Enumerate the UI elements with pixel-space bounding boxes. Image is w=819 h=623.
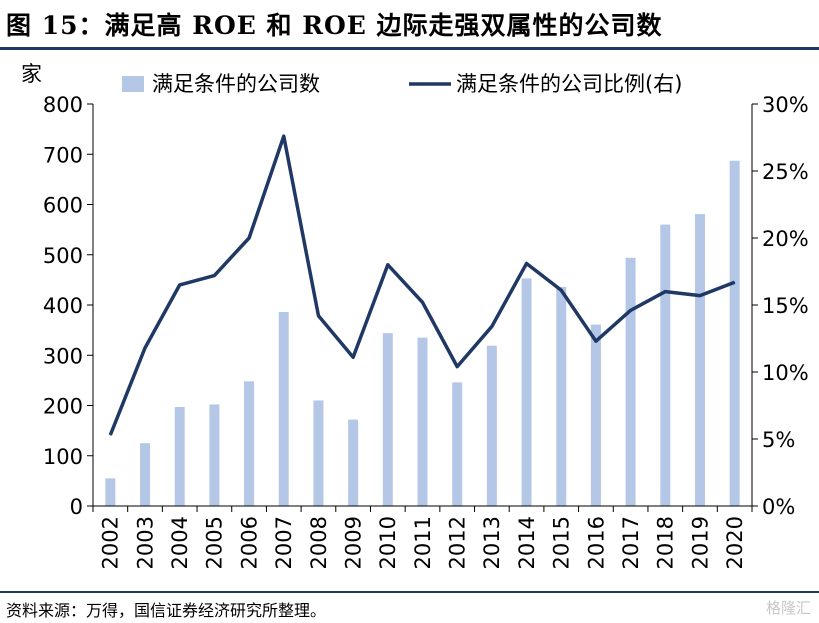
left-tick-label: 400 bbox=[43, 294, 83, 318]
bar bbox=[556, 286, 567, 506]
right-tick-label: 20% bbox=[762, 227, 809, 251]
ratio-point bbox=[109, 434, 111, 436]
title-bar: 图 15：满足高 ROE 和 ROE 边际走强双属性的公司数 bbox=[0, 0, 819, 50]
x-tick-label: 2014 bbox=[515, 516, 539, 569]
bar bbox=[625, 257, 636, 506]
bar bbox=[452, 382, 463, 506]
x-tick-label: 2011 bbox=[411, 516, 435, 569]
bar bbox=[209, 404, 220, 506]
ratio-point bbox=[595, 340, 597, 342]
left-tick-label: 300 bbox=[43, 344, 83, 368]
ratio-point bbox=[283, 135, 285, 137]
legend-bar-label: 满足条件的公司数 bbox=[152, 72, 320, 96]
x-tick-label: 2019 bbox=[688, 516, 712, 569]
chart-title: 图 15：满足高 ROE 和 ROE 边际走强双属性的公司数 bbox=[6, 11, 663, 40]
ratio-point bbox=[630, 309, 632, 311]
ratio-point bbox=[317, 315, 319, 317]
bar bbox=[174, 407, 185, 506]
left-tick-label: 200 bbox=[43, 395, 83, 419]
bar bbox=[105, 478, 116, 506]
ratio-point bbox=[422, 301, 423, 303]
legend-bar-swatch bbox=[122, 76, 144, 92]
left-tick-label: 600 bbox=[43, 194, 83, 218]
x-tick-label: 2005 bbox=[203, 516, 227, 569]
bar bbox=[729, 160, 740, 506]
ratio-point bbox=[560, 289, 562, 291]
y-axis-unit-label: 家 bbox=[21, 62, 42, 86]
x-tick-label: 2018 bbox=[654, 516, 678, 569]
ratio-point bbox=[179, 284, 181, 286]
left-tick-label: 800 bbox=[43, 93, 83, 117]
bar bbox=[278, 312, 289, 506]
x-tick-label: 2007 bbox=[272, 516, 296, 569]
x-tick-label: 2016 bbox=[584, 516, 608, 569]
left-tick-label: 0 bbox=[70, 495, 83, 519]
right-tick-label: 15% bbox=[762, 294, 809, 318]
ratio-point bbox=[144, 347, 146, 349]
watermark: 格隆汇 bbox=[765, 599, 811, 617]
chart-svg: 0 100 200 300 400 500 600 700 800 0% 5% 10% 15% 20% 25… bbox=[21, 62, 809, 569]
x-tick-label: 2015 bbox=[550, 516, 574, 569]
x-tick-label: 2013 bbox=[480, 516, 504, 569]
ratio-point bbox=[352, 356, 354, 358]
bar bbox=[313, 400, 324, 506]
bar bbox=[590, 324, 601, 506]
chart-area: 0 100 200 300 400 500 600 700 800 0% 5% 10% 15% 20% 25… bbox=[0, 50, 819, 590]
right-tick-label: 25% bbox=[762, 160, 809, 184]
bottom-rule bbox=[0, 591, 819, 593]
bar bbox=[521, 278, 532, 506]
ratio-point bbox=[387, 264, 389, 266]
x-tick-label: 2003 bbox=[133, 516, 157, 569]
x-tick-label: 2012 bbox=[446, 516, 470, 569]
bar bbox=[694, 214, 705, 507]
x-tick-label: 2010 bbox=[376, 516, 400, 569]
ratio-point bbox=[456, 366, 458, 368]
bar bbox=[417, 337, 428, 506]
source-note: 资料来源：万得，国信证券经济研究所整理。 bbox=[6, 601, 327, 620]
x-tick-label: 2017 bbox=[619, 516, 643, 569]
bar bbox=[660, 224, 671, 506]
bar bbox=[486, 345, 497, 506]
ratio-point bbox=[734, 281, 736, 283]
ratio-point bbox=[699, 295, 701, 297]
x-tick-label: 2002 bbox=[99, 516, 123, 569]
left-tick-label: 500 bbox=[43, 244, 83, 268]
right-tick-label: 5% bbox=[762, 428, 795, 452]
ratio-point bbox=[664, 291, 666, 293]
left-tick-label: 100 bbox=[43, 445, 83, 469]
bar bbox=[348, 419, 359, 506]
right-tick-label: 10% bbox=[762, 361, 809, 385]
ratio-point bbox=[248, 237, 250, 239]
right-tick-label: 30% bbox=[762, 93, 809, 117]
title-rule bbox=[0, 47, 819, 50]
bar bbox=[140, 443, 151, 506]
ratio-point bbox=[526, 262, 528, 264]
ratio-point bbox=[491, 325, 493, 327]
x-tick-label: 2004 bbox=[168, 516, 192, 569]
bar bbox=[382, 333, 393, 506]
left-tick-label: 700 bbox=[43, 143, 83, 167]
x-tick-label: 2020 bbox=[723, 516, 747, 569]
ratio-point bbox=[213, 275, 215, 277]
x-tick-label: 2006 bbox=[237, 516, 261, 569]
legend-line-label: 满足条件的公司比例(右) bbox=[456, 72, 682, 96]
x-tick-label: 2009 bbox=[341, 516, 365, 569]
x-tick-label: 2008 bbox=[307, 516, 331, 569]
right-tick-label: 0% bbox=[762, 495, 795, 519]
bar bbox=[244, 381, 255, 506]
